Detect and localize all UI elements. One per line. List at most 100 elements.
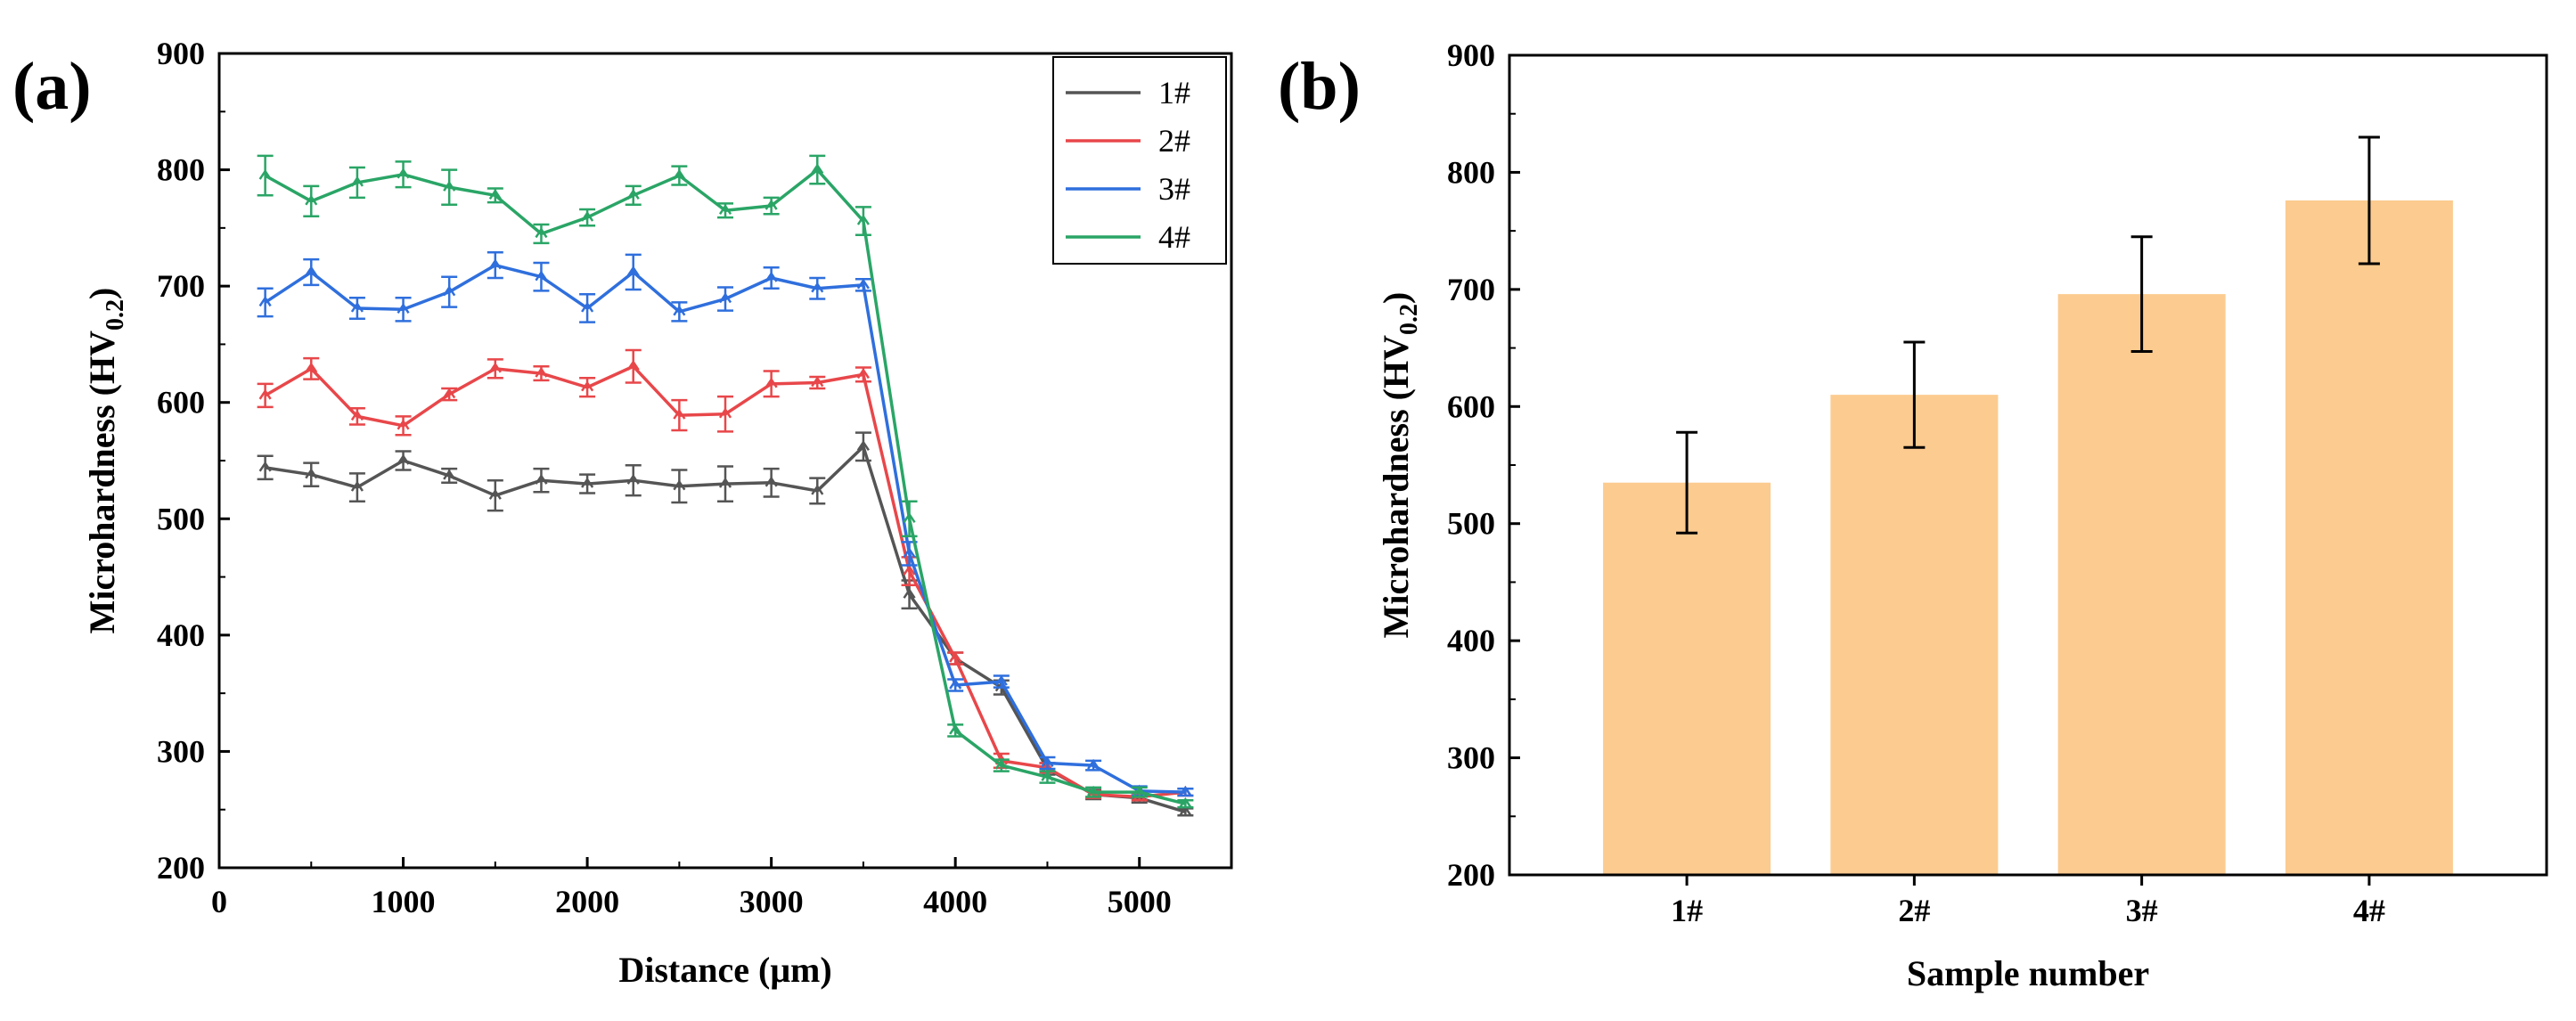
b-y-tick-label: 800 [1447,154,1495,190]
a-error-bar [579,377,596,398]
a-plot-frame [217,52,1233,870]
a-point-marker [765,476,778,487]
a-error-bar [487,187,503,204]
a-legend-label: 2# [1158,123,1190,159]
a-x-tick-label: 2000 [555,884,619,919]
a-error-bar [809,375,826,390]
b-error-bar [2130,235,2153,354]
a-point-marker [397,453,410,465]
a-point-marker [626,265,640,277]
a-point-marker [949,678,962,690]
a-point-marker [903,587,916,599]
b-y-tick-label: 200 [1447,857,1495,893]
a-error-bar [303,257,320,287]
b-y-tick-label: 400 [1447,623,1495,658]
a-error-bar [303,184,320,218]
a-y-tick-label: 200 [157,850,205,886]
a-axis-ticks: 200 300 400 500 600 700 800 900 0 1000 2000 3000 400… [157,36,1172,919]
a-series-line [264,263,1186,794]
a-point-marker [626,359,640,371]
a-error-bar [763,196,780,216]
b-y-title-main: Microhardness (HV [1376,335,1416,638]
a-point-marker [488,258,502,270]
a-error-bar [395,296,412,323]
a-error-bar [809,276,826,300]
b-y-tick-label: 600 [1447,388,1495,424]
a-point-marker [443,180,456,192]
a-error-bar [1131,785,1148,798]
a-x-tick-label: 5000 [1108,884,1172,919]
a-y-tick-label: 400 [157,617,205,653]
b-bar-3 [2057,294,2226,876]
a-legend-label: 3# [1158,171,1190,207]
a-error-bar [855,278,871,292]
bar-chart-b: 200 300 400 500 600 700 800 900 1# 2# 3# 4# Sample … [1376,37,2548,993]
a-x-tick-label: 0 [211,884,227,919]
a-point-marker [581,301,594,313]
a-point-marker [1087,785,1100,796]
a-point-marker [350,410,364,421]
a-error-bar [257,382,274,409]
a-y-tick-label: 300 [157,733,205,769]
b-bar-1 [1603,482,1771,875]
a-y-tick-label: 800 [157,152,205,188]
a-error-bar [348,166,365,200]
a-error-bar [717,395,733,433]
a-error-bar [395,415,412,437]
a-error-bar [1085,758,1102,772]
a-point-marker [581,210,594,222]
a-error-bar [395,160,412,189]
a-point-marker [305,265,318,277]
a-legend-label: 1# [1158,75,1190,110]
b-bar-2 [1830,395,1999,876]
a-point-marker [811,376,824,388]
a-error-bar [303,461,320,487]
a-point-marker [856,440,870,452]
a-point-marker [1179,785,1192,796]
a-point-marker [258,168,272,180]
a-point-marker [535,270,548,282]
a-point-marker [811,484,824,495]
a-error-bar [671,398,688,432]
a-error-bar [809,154,826,185]
a-point-marker [397,419,410,430]
a-point-marker [488,488,502,500]
a-error-bar [901,500,918,538]
b-axis-ticks: 200 300 400 500 600 700 800 900 1# 2# 3# 4# [1447,37,2385,928]
a-error-bar [533,261,550,292]
a-point-marker [718,477,732,488]
a-point-marker [305,194,318,206]
a-legend: 1# 2# 3# 4# [1052,56,1227,265]
a-error-bar [303,356,320,380]
a-point-marker [718,204,732,215]
a-error-bar [487,358,503,380]
a-point-marker [488,189,502,200]
b-x-tick-label: 2# [1898,893,1930,928]
a-point-marker [350,301,364,313]
b-y-title-end: ) [1376,292,1416,304]
a-error-bar [441,275,458,308]
a-error-bar [855,431,871,462]
a-point-marker [443,388,456,399]
a-point-marker [581,380,594,392]
a-point-marker [903,564,916,576]
a-point-marker [811,282,824,293]
a-error-bar [348,406,365,426]
a-error-bar [1177,785,1194,797]
a-point-marker [718,407,732,419]
a-error-bar [625,253,642,291]
a-point-marker [1041,770,1054,781]
a-point-marker [535,227,548,239]
a-point-marker [856,368,870,380]
a-error-bar [625,348,642,384]
a-point-marker [258,461,272,472]
a-x-tick-label: 1000 [372,884,436,919]
a-point-marker [673,168,686,180]
a-error-bar [533,467,550,494]
a-y-title-sub: 0.2 [102,299,129,331]
a-y-tick-label: 600 [157,385,205,421]
a-point-marker [1041,756,1054,768]
a-error-bar [487,251,503,280]
a-point-marker [488,362,502,373]
a-error-bar [533,364,550,382]
